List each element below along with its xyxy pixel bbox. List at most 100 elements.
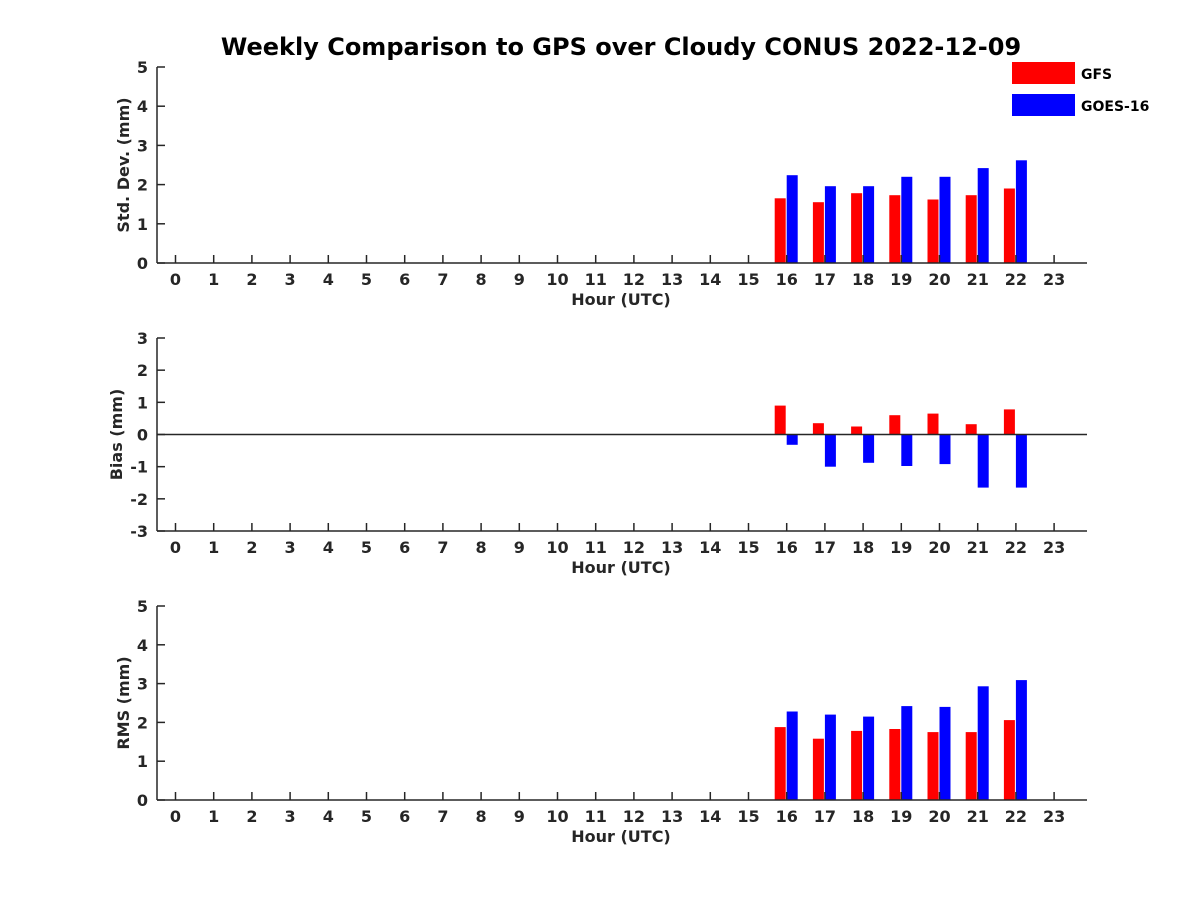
x-tick-label: 6 (399, 270, 410, 289)
x-tick-label: 18 (852, 538, 874, 557)
x-tick-label: 19 (890, 538, 912, 557)
x-tick-label: 11 (585, 807, 607, 826)
x-tick-label: 16 (776, 807, 798, 826)
bar-gfs-hour-22 (1003, 720, 1015, 800)
bar-goes-16-hour-22 (1015, 160, 1027, 263)
bar-gfs-hour-18 (851, 730, 863, 800)
x-tick-label: 19 (890, 807, 912, 826)
y-tick-label: 5 (137, 58, 148, 77)
bar-goes-16-hour-16 (786, 711, 798, 800)
x-tick-label: 7 (437, 807, 448, 826)
y-tick-label: 4 (137, 97, 148, 116)
x-tick-label: 1 (208, 807, 219, 826)
bars (774, 680, 1027, 800)
x-tick-label: 15 (737, 807, 759, 826)
bar-gfs-hour-18 (851, 426, 863, 435)
y-tick-label: -3 (130, 522, 148, 541)
x-tick-label: 9 (514, 807, 525, 826)
y-tick-label: 2 (137, 176, 148, 195)
x-tick-label: 8 (476, 270, 487, 289)
x-tick-label: 15 (737, 538, 759, 557)
x-tick-label: 17 (814, 270, 836, 289)
y-tick-label: 3 (137, 136, 148, 155)
x-axis-label: Hour (UTC) (571, 558, 671, 577)
x-tick-label: 10 (546, 538, 568, 557)
x-tick-label: 14 (699, 807, 721, 826)
bar-gfs-hour-20 (927, 199, 939, 263)
x-tick-label: 19 (890, 270, 912, 289)
bar-goes-16-hour-21 (977, 168, 989, 263)
x-tick-label: 0 (170, 538, 181, 557)
x-tick-label: 20 (928, 538, 950, 557)
y-tick-label: 1 (137, 215, 148, 234)
x-tick-label: 11 (585, 538, 607, 557)
y-tick-label: 5 (137, 597, 148, 616)
x-tick-label: 1 (208, 538, 219, 557)
x-tick-label: 5 (361, 807, 372, 826)
x-tick-label: 8 (476, 538, 487, 557)
bar-goes-16-hour-19 (901, 176, 913, 263)
x-tick-label: 4 (323, 538, 334, 557)
chart-title: Weekly Comparison to GPS over Cloudy CON… (221, 33, 1021, 61)
bar-goes-16-hour-22 (1015, 680, 1027, 800)
x-tick-label: 21 (967, 807, 989, 826)
y-axis-label: Std. Dev. (mm) (114, 97, 133, 232)
bar-goes-16-hour-21 (977, 434, 989, 488)
x-tick-label: 20 (928, 807, 950, 826)
bar-goes-16-hour-17 (824, 186, 836, 263)
legend-swatch-goes-16 (1012, 94, 1075, 116)
y-tick-label: 1 (137, 752, 148, 771)
bar-gfs-hour-17 (812, 202, 824, 263)
x-tick-label: 20 (928, 270, 950, 289)
bar-goes-16-hour-18 (863, 716, 875, 800)
x-tick-label: 16 (776, 538, 798, 557)
x-tick-label: 9 (514, 538, 525, 557)
x-tick-label: 2 (246, 270, 257, 289)
bar-goes-16-hour-19 (901, 434, 913, 466)
bar-gfs-hour-19 (889, 415, 901, 435)
x-tick-label: 22 (1005, 538, 1027, 557)
bar-gfs-hour-21 (965, 195, 977, 263)
y-tick-label: 0 (137, 254, 148, 273)
legend-swatch-gfs (1012, 62, 1075, 84)
x-tick-label: 2 (246, 538, 257, 557)
y-tick-label: 3 (137, 675, 148, 694)
x-tick-label: 13 (661, 270, 683, 289)
x-tick-label: 4 (323, 807, 334, 826)
x-tick-label: 4 (323, 270, 334, 289)
x-tick-label: 12 (623, 807, 645, 826)
x-tick-label: 0 (170, 807, 181, 826)
bar-gfs-hour-17 (812, 423, 824, 435)
x-axis-label: Hour (UTC) (571, 290, 671, 309)
x-tick-label: 16 (776, 270, 798, 289)
y-axis-label: RMS (mm) (114, 656, 133, 749)
bar-goes-16-hour-18 (863, 434, 875, 463)
x-tick-label: 23 (1043, 807, 1065, 826)
x-tick-label: 13 (661, 807, 683, 826)
legend: GFS GOES-16 (1012, 62, 1149, 116)
x-tick-label: 21 (967, 538, 989, 557)
bar-gfs-hour-20 (927, 732, 939, 800)
x-tick-label: 17 (814, 538, 836, 557)
bar-goes-16-hour-17 (824, 714, 836, 800)
x-tick-label: 14 (699, 270, 721, 289)
bar-goes-16-hour-19 (901, 706, 913, 800)
x-tick-label: 13 (661, 538, 683, 557)
y-tick-label: 2 (137, 713, 148, 732)
y-tick-label: 4 (137, 636, 148, 655)
bar-gfs-hour-19 (889, 729, 901, 800)
x-tick-label: 15 (737, 270, 759, 289)
x-tick-label: 12 (623, 538, 645, 557)
x-tick-label: 6 (399, 807, 410, 826)
bar-goes-16-hour-20 (939, 176, 951, 263)
bar-gfs-hour-16 (774, 727, 786, 800)
x-tick-label: 17 (814, 807, 836, 826)
x-tick-label: 22 (1005, 270, 1027, 289)
x-tick-label: 3 (285, 270, 296, 289)
y-tick-label: 1 (137, 393, 148, 412)
bar-goes-16-hour-21 (977, 686, 989, 800)
